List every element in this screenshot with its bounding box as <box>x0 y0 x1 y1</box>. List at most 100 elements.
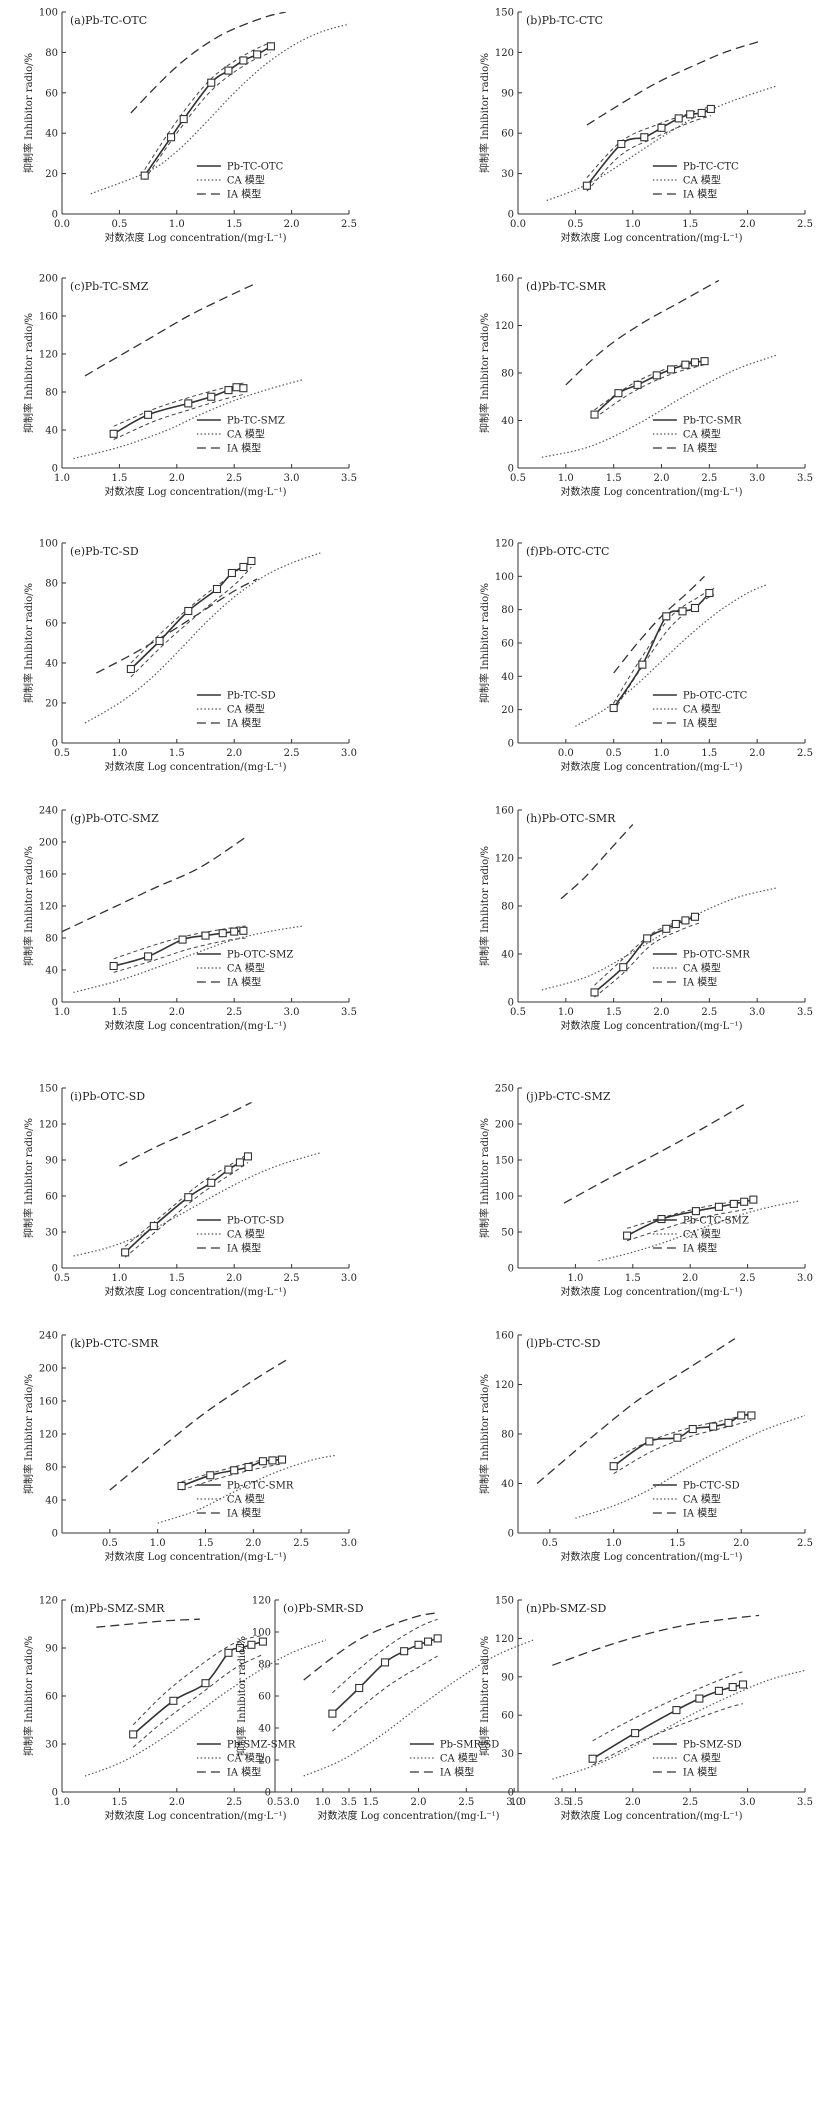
x-tick-label: 2.0 <box>682 1273 698 1284</box>
panel-title: (h)Pb-OTC-SMR <box>526 812 616 825</box>
legend-ca-model-label: CA 模型 <box>227 428 265 441</box>
data-point-marker <box>184 606 193 616</box>
x-tick-label: 0.5 <box>542 1538 558 1549</box>
data-point-marker <box>243 1152 253 1161</box>
data-point-marker <box>690 912 700 921</box>
x-tick-label: 3.0 <box>506 1797 522 1808</box>
x-axis-label: 对数浓度 Log concentration/(mg·L⁻¹) <box>560 1285 742 1298</box>
x-tick-label: 0.5 <box>54 1273 70 1284</box>
plot-area <box>563 1101 800 1262</box>
y-tick-label: 120 <box>39 1430 58 1441</box>
y-tick-label: 40 <box>45 129 58 140</box>
panel-c: 0 40 80 120 160 200 1.0 1.5 2.0 2.5 3.0 3.5 对数浓度 Log… <box>22 274 357 499</box>
x-tick-label: 1.0 <box>54 1797 70 1808</box>
x-tick-label: 3.0 <box>341 1273 357 1284</box>
panel-i: 0 30 60 90 120 150 0.5 1.0 1.5 2.0 2.5 3.0 对数浓度 Log … <box>22 1084 357 1299</box>
x-tick-label: 2.5 <box>797 748 813 759</box>
confidence-band-upper <box>594 358 705 411</box>
ca-model-curve <box>575 1414 805 1519</box>
y-tick-label: 0 <box>508 210 514 221</box>
data-point-marker <box>244 1462 253 1472</box>
confidence-band-lower <box>332 1655 438 1732</box>
data-point-marker <box>109 961 118 971</box>
data-point-marker <box>179 115 188 124</box>
plot-area <box>84 552 321 724</box>
x-tick-label: 0.5 <box>54 748 70 759</box>
x-tick-label: 2.0 <box>749 748 765 759</box>
y-axis-label: 抑制率 Inhibitor radio/% <box>22 313 35 433</box>
y-tick-label: 80 <box>501 902 514 913</box>
legend-ca-model-label: CA 模型 <box>683 428 721 441</box>
x-axis-label: 对数浓度 Log concentration/(mg·L⁻¹) <box>104 231 286 244</box>
data-point-marker <box>714 1686 723 1695</box>
ia-model-curve <box>96 578 258 674</box>
data-point-marker <box>266 42 275 51</box>
y-axis-label: 抑制率 Inhibitor radio/% <box>478 1374 491 1494</box>
legend-ia-model-label: IA 模型 <box>227 442 261 455</box>
x-tick-label: 1.5 <box>682 219 698 230</box>
ia-model-curve <box>560 823 634 900</box>
x-axis-label: 对数浓度 Log concentration/(mg·L⁻¹) <box>560 485 742 498</box>
x-tick-label: 3.0 <box>284 1007 300 1018</box>
ca-model-curve <box>541 354 777 458</box>
legend-ia-model-label: IA 模型 <box>227 976 261 989</box>
x-tick-label: 3.5 <box>341 473 357 484</box>
x-tick-label: 1.5 <box>226 219 242 230</box>
confidence-band-lower <box>132 1653 264 1748</box>
x-tick-label: 2.5 <box>797 1538 813 1549</box>
y-tick-label: 0 <box>52 210 58 221</box>
y-axis-label: 抑制率 Inhibitor radio/% <box>478 53 491 173</box>
confidence-band-lower <box>594 364 705 419</box>
y-tick-label: 120 <box>495 1380 514 1391</box>
y-tick-label: 90 <box>501 88 514 99</box>
legend-ca-model-label: CA 模型 <box>683 1228 721 1241</box>
data-point-marker <box>433 1634 442 1643</box>
data-point-marker <box>681 360 690 369</box>
ia-model-curve <box>62 836 247 933</box>
data-point-marker <box>686 110 695 119</box>
ia-model-curve <box>563 1101 748 1204</box>
panel-title: (d)Pb-TC-SMR <box>526 280 607 293</box>
x-tick-label: 0.5 <box>567 219 583 230</box>
y-axis-label: 抑制率 Inhibitor radio/% <box>22 1118 35 1238</box>
x-tick-label: 0.0 <box>558 748 574 759</box>
data-point-marker <box>224 1648 233 1657</box>
legend-mixture-label: Pb-TC-CTC <box>683 162 739 173</box>
data-point-marker <box>714 1202 723 1211</box>
legend-mixture-label: Pb-SMR-SD <box>440 1740 499 1751</box>
data-point-marker <box>178 935 187 944</box>
y-axis-label: 抑制率 Inhibitor radio/% <box>22 583 35 703</box>
ia-model-curve <box>552 1614 760 1666</box>
y-tick-label: 0 <box>508 1264 514 1275</box>
x-tick-label: 3.0 <box>749 473 765 484</box>
data-point-marker <box>690 358 700 367</box>
x-tick-label: 2.0 <box>226 748 242 759</box>
panel-f: 0 20 40 60 80 100 120 0.0 0.5 1.0 1.5 2.0 2.5 对数浓度 Lo… <box>478 539 813 774</box>
y-tick-label: 160 <box>495 274 514 285</box>
x-axis-label: 对数浓度 Log concentration/(mg·L⁻¹) <box>560 1809 742 1822</box>
x-tick-label: 1.0 <box>567 1273 583 1284</box>
panel-g: 0 40 80 120 160 200 240 1.0 1.5 2.0 2.5 3.0 3.5 对数浓度 … <box>22 806 357 1033</box>
data-point-marker <box>662 924 671 933</box>
y-tick-label: 0 <box>508 1788 514 1799</box>
y-tick-label: 40 <box>45 966 58 977</box>
data-point-marker <box>177 1481 186 1491</box>
ia-model-curve <box>565 279 720 386</box>
data-point-marker <box>144 410 153 419</box>
data-point-marker <box>109 429 118 438</box>
data-point-marker <box>709 1422 718 1431</box>
x-tick-label: 1.0 <box>654 748 670 759</box>
y-tick-label: 40 <box>45 426 58 437</box>
data-point-marker <box>657 1214 666 1224</box>
legend-ca-model-label: CA 模型 <box>227 174 265 187</box>
x-axis-label: 对数浓度 Log concentration/(mg·L⁻¹) <box>104 760 286 773</box>
confidence-band-lower <box>613 1419 752 1475</box>
ia-model-curve <box>613 575 705 674</box>
x-tick-label: 2.5 <box>682 1797 698 1808</box>
y-tick-label: 120 <box>252 1596 271 1607</box>
y-tick-label: 0 <box>52 739 58 750</box>
